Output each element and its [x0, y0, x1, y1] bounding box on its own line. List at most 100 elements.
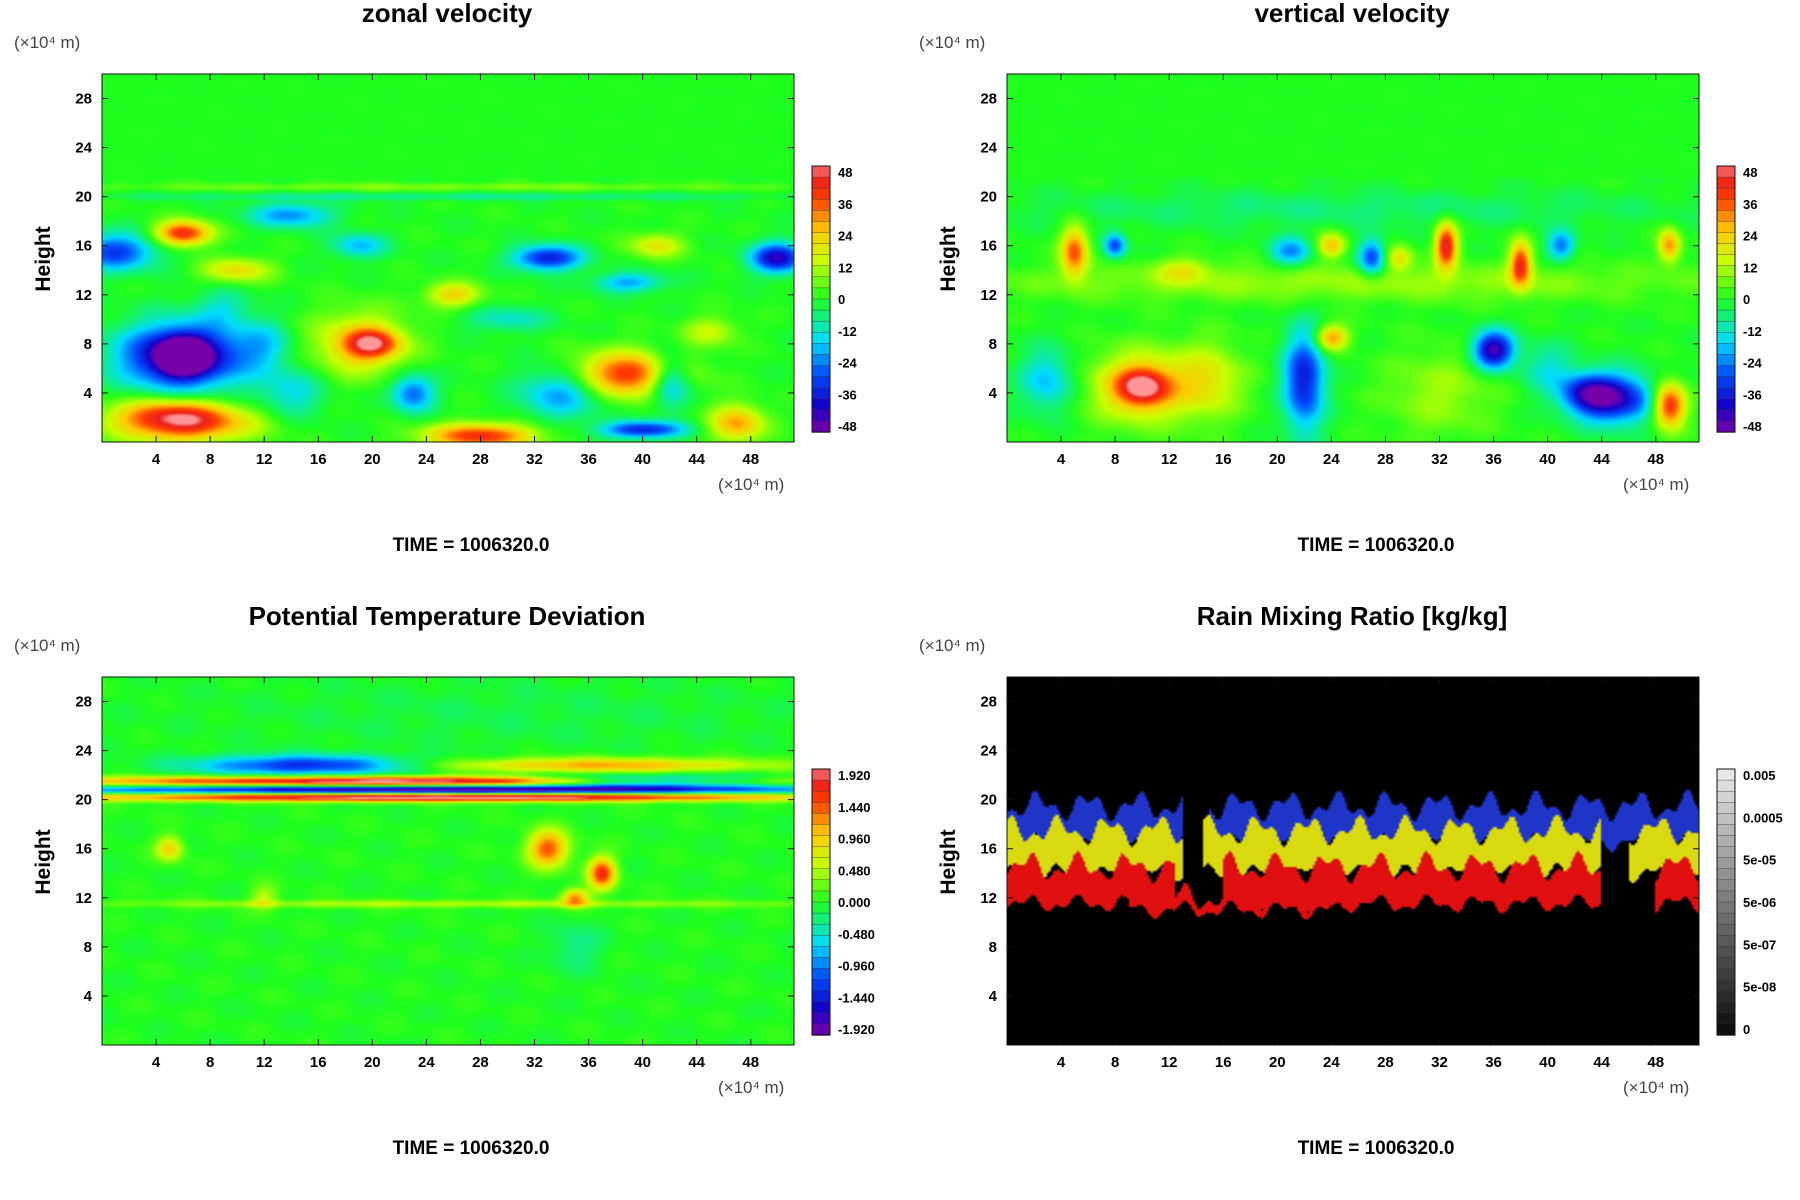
y-tick-label: 28	[980, 91, 997, 108]
y-axis-label: Height	[937, 226, 960, 291]
colorbar-swatch	[1716, 1001, 1736, 1014]
colorbar-swatch	[1716, 365, 1736, 378]
x-tick-label: 32	[1431, 451, 1448, 468]
x-tick-label: 32	[526, 1054, 543, 1071]
colorbar-swatch	[1716, 276, 1736, 289]
x-unit-label: (×10⁴ m)	[1623, 1078, 1689, 1097]
colorbar-label: 24	[1743, 229, 1758, 244]
colorbar-swatch	[811, 824, 831, 837]
colorbar-swatch	[811, 868, 831, 881]
y-tick-label: 8	[989, 336, 997, 353]
colorbar-swatch	[811, 779, 831, 792]
heatmap-image	[1007, 74, 1699, 442]
colorbar-frame	[1716, 768, 1736, 1036]
colorbar-swatch	[811, 365, 831, 378]
colorbar-swatch	[811, 287, 831, 300]
colorbar-label: 48	[838, 165, 852, 180]
colorbar-swatch	[811, 354, 831, 367]
colorbar-swatch	[811, 420, 831, 433]
colorbar-label: -36	[1743, 387, 1762, 402]
colorbar-swatch	[811, 309, 831, 322]
time-label: TIME = 1006320.0	[393, 1138, 550, 1159]
colorbar-swatch	[1716, 298, 1736, 311]
colorbar-swatch	[811, 320, 831, 333]
x-tick-label: 4	[1057, 451, 1066, 468]
colorbar-label: 0.005	[1743, 768, 1776, 783]
x-tick-label: 4	[152, 451, 161, 468]
colorbar-label: -0.480	[838, 927, 875, 942]
y-tick-label: 12	[980, 287, 997, 304]
colorbar-swatch	[811, 1001, 831, 1014]
colorbar-label: 36	[1743, 197, 1757, 212]
colorbar-swatch	[1716, 901, 1736, 914]
colorbar-frame	[811, 768, 831, 1036]
colorbar-swatch	[811, 276, 831, 289]
x-tick-label: 12	[256, 1054, 273, 1071]
y-tick-label: 12	[75, 890, 92, 907]
x-ticks: 4 8 12 16 20 24 28 32 36 40 44 48	[152, 677, 759, 1071]
x-ticks: 4 8 12 16 20 24 28 32 36 40 44 48	[1057, 74, 1664, 468]
colorbar-label: 0	[838, 292, 845, 307]
panel-rain-mixing-ratio: Rain Mixing Ratio [kg/kg] (×10⁴ m) Heigh…	[919, 601, 1783, 1159]
x-tick-label: 8	[1111, 1054, 1119, 1071]
colorbar-swatch	[1716, 824, 1736, 837]
plot-frame	[1006, 73, 1700, 443]
colorbar-label: 48	[1743, 165, 1757, 180]
colorbar-swatch	[811, 343, 831, 356]
x-tick-label: 36	[580, 451, 597, 468]
colorbar-label: 1.440	[838, 800, 871, 815]
x-tick-label: 4	[152, 1054, 161, 1071]
x-tick-label: 16	[1215, 451, 1232, 468]
x-tick-label: 12	[1161, 451, 1178, 468]
colorbar-label: 1.920	[838, 768, 871, 783]
heatmap-image	[102, 74, 794, 442]
colorbar-swatch	[1716, 935, 1736, 948]
y-ticks: 4 8 12 16 20 24 28	[980, 91, 1699, 402]
colorbar-label: 5e-05	[1743, 853, 1776, 868]
y-tick-label: 12	[75, 287, 92, 304]
x-tick-label: 20	[364, 451, 381, 468]
x-tick-label: 48	[742, 1054, 759, 1071]
panel-zonal-velocity: zonal velocity (×10⁴ m) Height 481216202…	[14, 0, 858, 556]
colorbar-swatch	[811, 409, 831, 422]
colorbar-swatch	[811, 376, 831, 389]
colorbar-label: -48	[838, 419, 857, 434]
x-tick-label: 44	[688, 451, 705, 468]
y-tick-label: 16	[75, 238, 92, 255]
colorbar-label: 5e-06	[1743, 895, 1776, 910]
colorbar-swatch	[1716, 232, 1736, 245]
colorbar-swatch	[1716, 420, 1736, 433]
x-tick-label: 32	[1431, 1054, 1448, 1071]
x-tick-label: 40	[634, 451, 651, 468]
time-label: TIME = 1006320.0	[1298, 535, 1455, 556]
colorbar-swatch	[1716, 221, 1736, 234]
colorbar-label: 12	[1743, 260, 1757, 275]
colorbar-label: -1.920	[838, 1022, 875, 1037]
x-tick-label: 24	[1323, 451, 1340, 468]
colorbar-swatch	[1716, 857, 1736, 870]
colorbar-swatch	[1716, 813, 1736, 826]
colorbar-frame	[811, 165, 831, 433]
colorbar-label: -24	[838, 356, 858, 371]
colorbar-swatch	[1716, 254, 1736, 267]
y-tick-label: 24	[980, 743, 997, 760]
colorbar-label: 5e-07	[1743, 937, 1776, 952]
x-tick-label: 36	[580, 1054, 597, 1071]
colorbar-swatch	[811, 901, 831, 914]
y-tick-label: 4	[989, 385, 998, 402]
x-tick-label: 24	[1323, 1054, 1340, 1071]
y-tick-label: 28	[980, 694, 997, 711]
colorbar-swatch	[1716, 165, 1736, 178]
colorbar-swatch	[1716, 243, 1736, 256]
x-tick-label: 4	[1057, 1054, 1066, 1071]
colorbar-swatch	[811, 254, 831, 267]
colorbar-swatch	[811, 210, 831, 223]
colorbar-swatch	[1716, 199, 1736, 212]
y-tick-label: 16	[980, 238, 997, 255]
colorbar-swatch	[1716, 354, 1736, 367]
plot-frame	[1006, 676, 1700, 1046]
colorbar-label: -12	[838, 324, 857, 339]
x-tick-label: 16	[310, 451, 327, 468]
colorbar-swatch	[1716, 287, 1736, 300]
colorbar-swatch	[1716, 176, 1736, 189]
